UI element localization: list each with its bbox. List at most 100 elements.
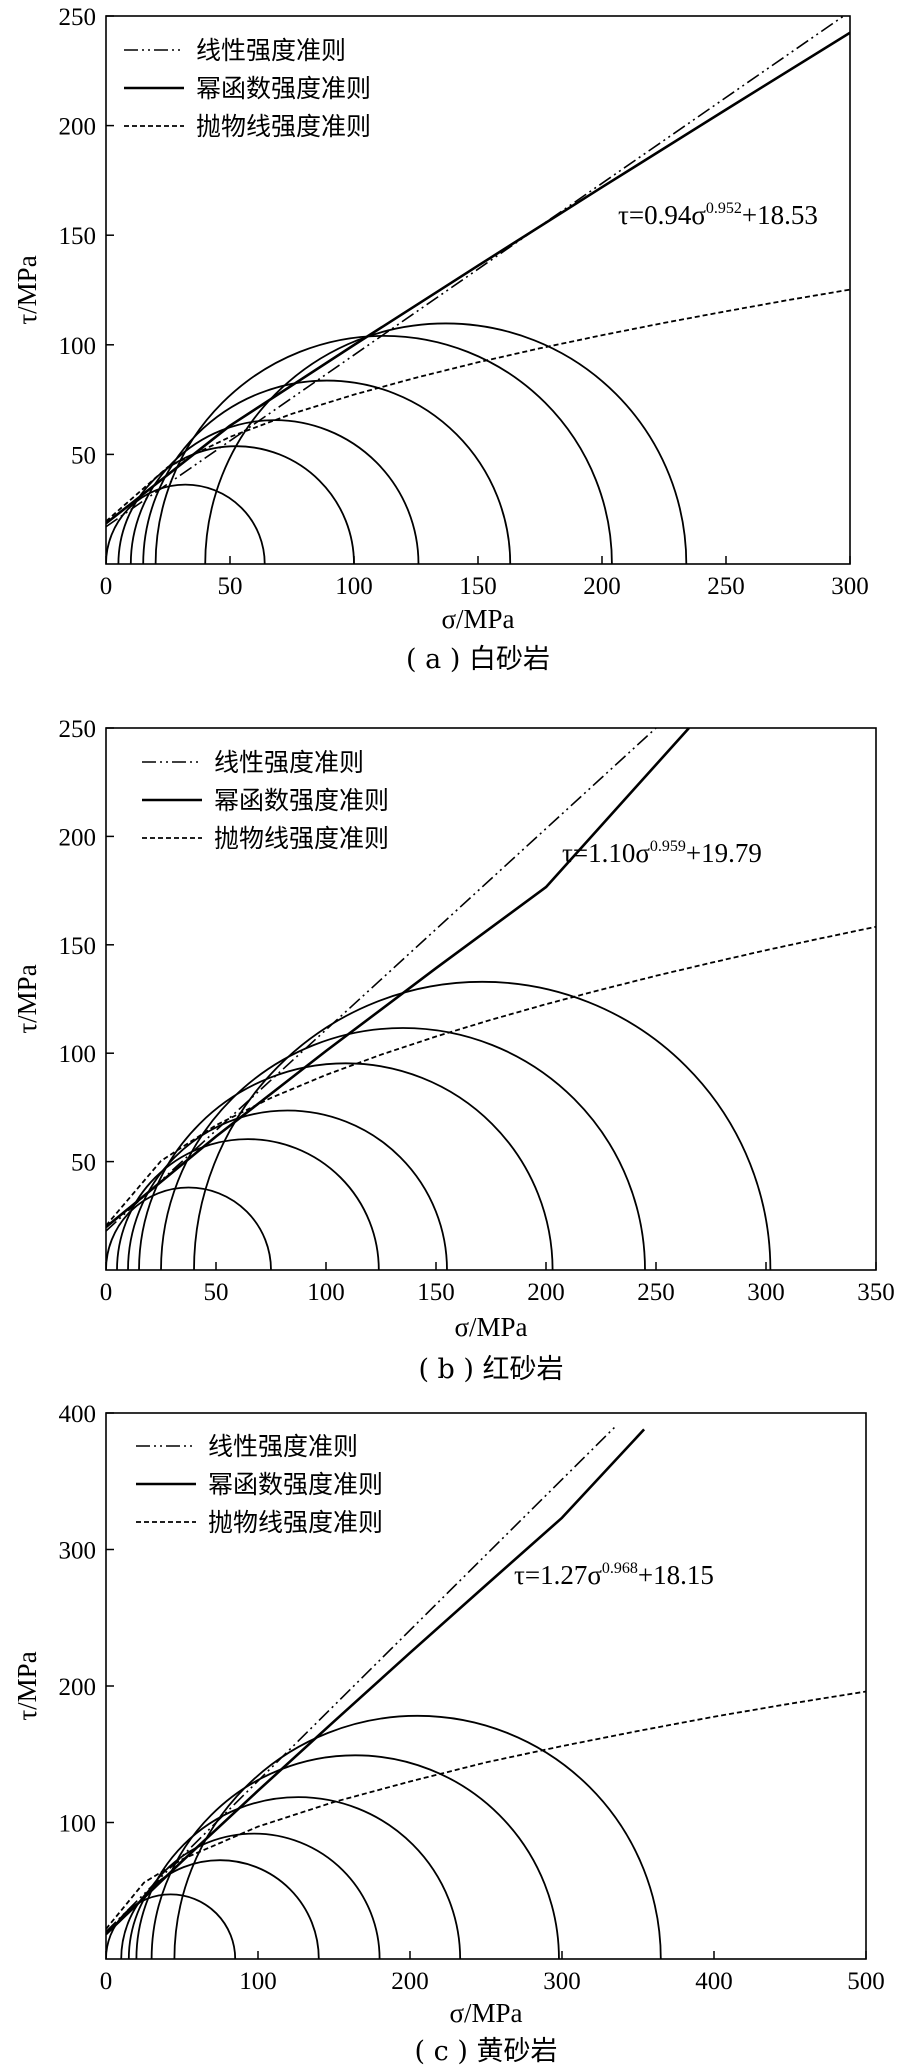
mohr-circle [142,379,512,564]
panel-caption: ( c ) 黄砂岩 [415,2036,558,2067]
x-tick-label: 50 [204,1279,229,1306]
equation-exponent: 0.959 [650,838,686,855]
equation-prefix: τ=1.27σ [514,1560,602,1590]
series-line-dotted [106,1690,866,1930]
series-line-dashdot [106,16,846,528]
legend-label-power: 幂函数强度准则 [196,74,371,103]
mohr-circle [135,1796,462,1959]
mohr-circles [106,980,772,1270]
x-tick-label: 200 [391,1968,429,1995]
equation-suffix: +18.15 [638,1560,714,1590]
y-tick-label: 150 [59,933,97,960]
plot-frame [105,727,877,1271]
y-tick-label: 50 [71,442,96,469]
mohr-circle [173,1714,662,1959]
series-lines [106,1426,866,1936]
series-line-solid [106,1428,646,1936]
mohr-circles [106,322,688,564]
y-axis: 50 100 150 200 250 [59,4,114,469]
mohr-circle [138,1062,554,1270]
mohr-circle [106,483,266,564]
x-tick-label: 300 [747,1279,785,1306]
mohr-circles [106,1714,662,1959]
y-tick-label: 200 [59,114,97,141]
x-tick-label: 0 [100,1968,113,1995]
x-tick-label: 150 [417,1279,455,1306]
y-tick-label: 100 [59,1811,97,1838]
equation-exponent: 0.952 [706,200,742,217]
x-tick-label: 100 [307,1279,345,1306]
series-line-solid [106,728,690,1229]
panel-caption: ( b ) 红砂岩 [418,1354,563,1385]
series-line-dashdot [106,728,657,1232]
mohr-circle [160,1027,646,1270]
mohr-circle [154,335,613,564]
equation: τ=1.27σ0.968+18.15 [514,1560,714,1590]
mohr-circle [129,419,420,564]
x-tick-label: 350 [857,1279,895,1306]
panel-a: 0 50 100 150 200 250 300 50 100 150 200 250 线性强度准则… [12,4,869,675]
x-tick-label: 0 [100,573,113,600]
panel-b: 0 50 100 150 200 250 300 350 50 100 150 200 250 线性强… [12,716,895,1385]
panel-caption: ( a ) 白砂岩 [406,644,550,675]
x-tick-label: 400 [695,1968,733,1995]
x-tick-label: 100 [239,1968,277,1995]
mohr-circle [116,1138,380,1270]
legend-label-linear: 线性强度准则 [196,36,346,65]
equation-prefix: τ=0.94σ [618,200,706,230]
y-tick-label: 100 [59,333,97,360]
series-line-dotted [106,925,876,1227]
y-tick-label: 250 [59,4,97,31]
series-line-solid [106,31,850,525]
y-tick-label: 250 [59,716,97,743]
x-tick-label: 0 [100,1279,113,1306]
y-axis-title: τ/MPa [12,964,42,1033]
equation: τ=0.94σ0.952+18.53 [618,200,818,230]
equation-exponent: 0.968 [602,1560,638,1577]
y-tick-label: 100 [59,1041,97,1068]
mohr-circle [150,1754,560,1959]
mohr-circle [127,1109,448,1270]
mohr-circle [204,322,688,564]
panel-c: 0 100 200 300 400 500 100 200 300 400 线性强度准则 幂函数… [12,1401,885,2067]
y-tick-label: 400 [59,1401,97,1428]
equation-prefix: τ=1.10σ [562,838,650,868]
x-tick-label: 300 [543,1968,581,1995]
series-lines [106,728,876,1232]
y-tick-label: 200 [59,824,97,851]
mohr-circle [127,1832,381,1959]
series-lines [106,16,850,528]
legend-label-parabolic: 抛物线强度准则 [208,1508,383,1537]
x-tick-label: 50 [218,573,243,600]
equation-suffix: +18.53 [742,200,818,230]
x-axis: 0 50 100 150 200 250 300 350 [100,1262,895,1306]
legend-label-parabolic: 抛物线强度准则 [214,824,389,853]
legend-label-power: 幂函数强度准则 [214,786,389,815]
x-axis-title: σ/MPa [441,604,514,634]
equation-suffix: +19.79 [686,838,762,868]
x-axis-title: σ/MPa [449,1998,522,2028]
x-tick-label: 250 [707,573,745,600]
legend-label-parabolic: 抛物线强度准则 [196,112,371,141]
x-tick-label: 100 [335,573,373,600]
legend: 线性强度准则 幂函数强度准则 抛物线强度准则 [142,748,389,853]
y-axis-title: τ/MPa [12,1651,42,1720]
x-axis-title: σ/MPa [454,1312,527,1342]
legend-label-linear: 线性强度准则 [214,748,364,777]
legend: 线性强度准则 幂函数强度准则 抛物线强度准则 [136,1432,383,1537]
mohr-circle [193,980,772,1270]
x-tick-label: 300 [831,573,869,600]
x-tick-label: 200 [527,1279,565,1306]
y-tick-label: 50 [71,1150,96,1177]
series-line-dotted [106,288,850,522]
mohr-circle [106,1893,237,1959]
x-axis: 0 50 100 150 200 250 300 [100,556,869,600]
y-tick-label: 200 [59,1674,97,1701]
y-axis: 50 100 150 200 250 [59,716,114,1177]
legend-label-power: 幂函数强度准则 [208,1470,383,1499]
x-axis: 0 100 200 300 400 500 [100,1951,885,1995]
x-tick-label: 150 [459,573,497,600]
y-axis-title: τ/MPa [12,255,42,324]
x-tick-label: 200 [583,573,621,600]
